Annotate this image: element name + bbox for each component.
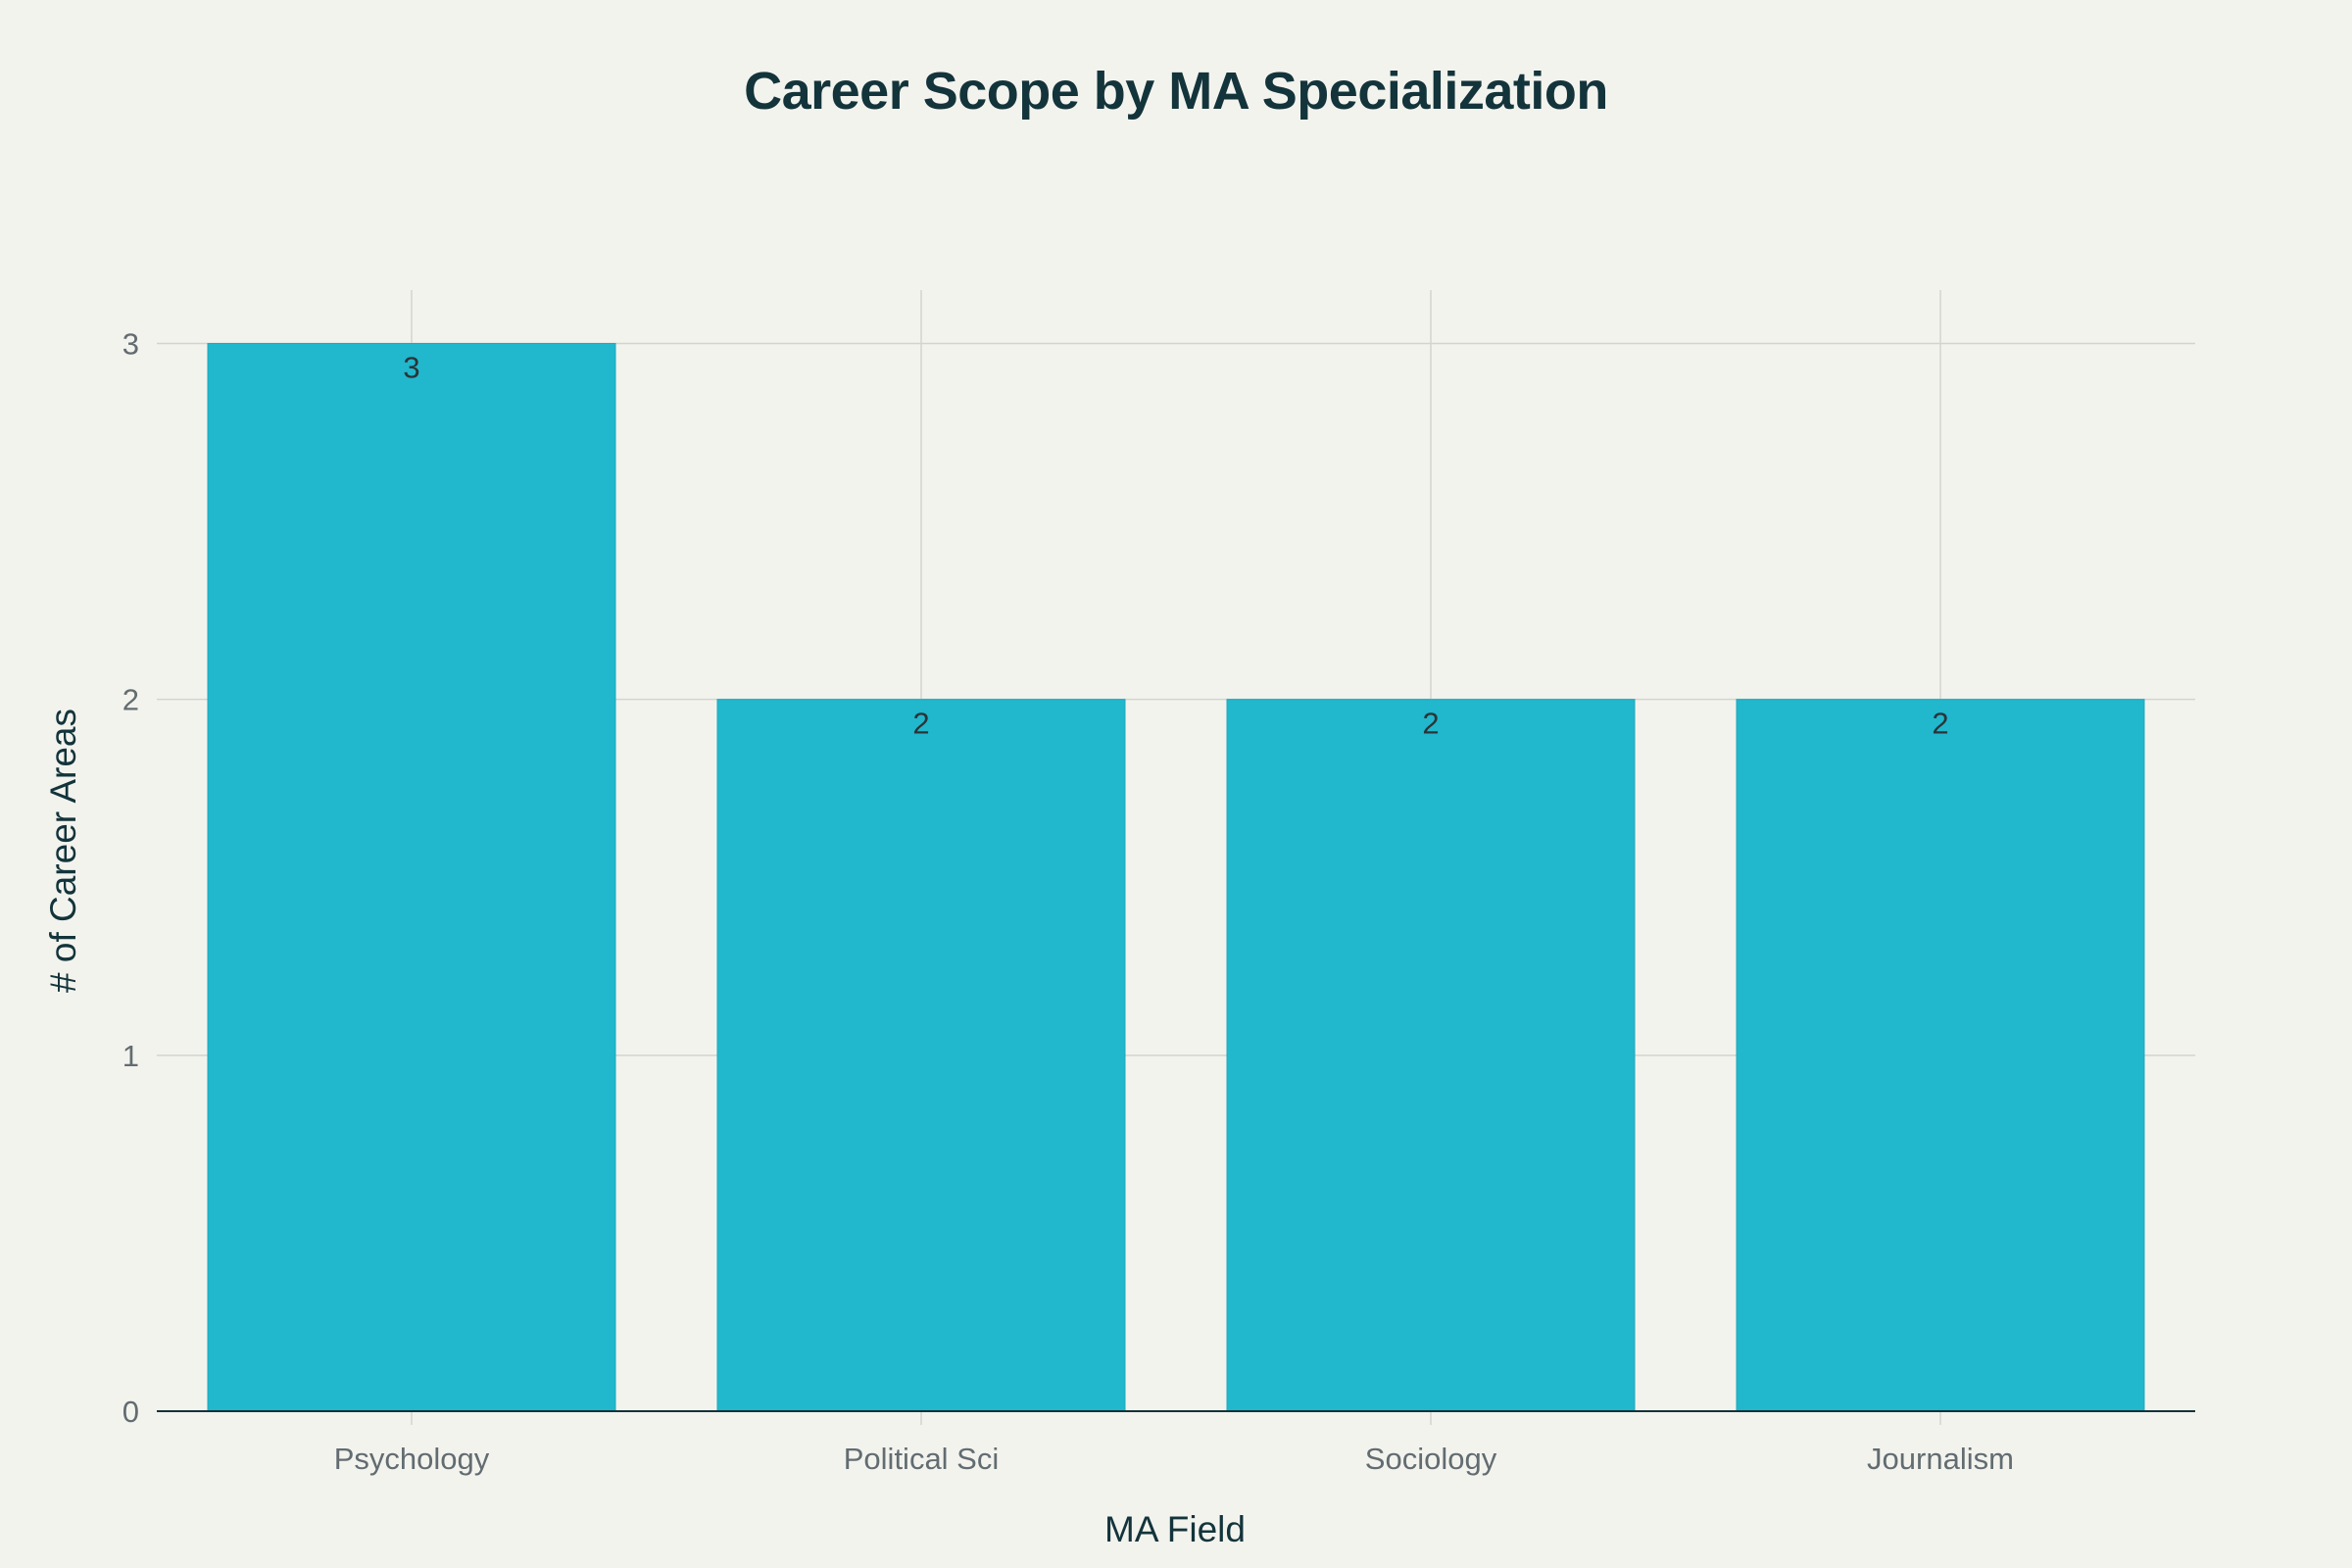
- x-tick-label: Journalism: [1867, 1442, 2014, 1476]
- y-axis-title: # of Career Areas: [43, 709, 83, 993]
- bar-value-label: 2: [912, 707, 929, 741]
- y-tick-label: 2: [122, 683, 139, 717]
- x-tick-label: Political Sci: [844, 1442, 1000, 1476]
- x-axis-title: MA Field: [1104, 1509, 1246, 1549]
- bar: [716, 699, 1126, 1412]
- bar-layer: [207, 342, 2145, 1412]
- bar: [207, 342, 616, 1412]
- bar-value-label: 2: [1422, 707, 1439, 741]
- y-tick-label: 0: [122, 1395, 139, 1429]
- label-layer: 0 1 2 3 3 2 2 2 Psychology Political Sci Sociology…: [122, 326, 2014, 1476]
- chart-title: Career Scope by MA Specialization: [744, 62, 1608, 121]
- x-tick-label: Sociology: [1365, 1442, 1497, 1476]
- bar: [1736, 699, 2145, 1412]
- bar: [1226, 699, 1636, 1412]
- y-tick-label: 1: [122, 1039, 139, 1073]
- bar-value-label: 3: [403, 350, 419, 384]
- x-tick-label: Psychology: [334, 1442, 490, 1476]
- y-tick-label: 3: [122, 326, 139, 361]
- bar-value-label: 2: [1932, 707, 1948, 741]
